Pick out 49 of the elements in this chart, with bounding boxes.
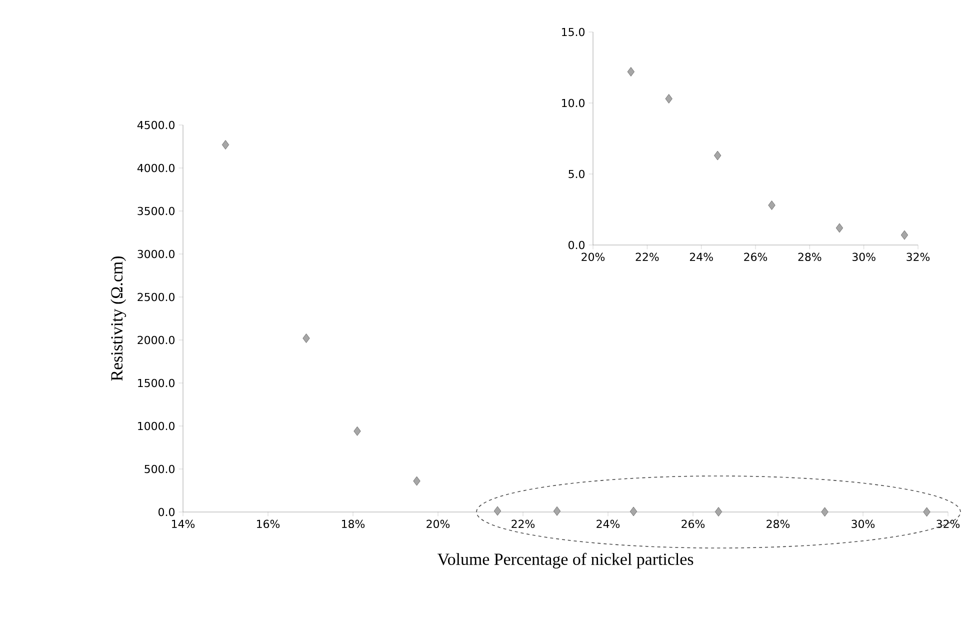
y-tick-label: 15.0	[562, 28, 584, 36]
point	[665, 94, 672, 104]
x-tick-label: 30%	[852, 520, 875, 528]
y-tick-label: 2500.0	[138, 292, 174, 302]
point	[768, 200, 776, 210]
point	[222, 140, 230, 150]
y-tick-label: 1000.0	[138, 422, 174, 430]
y-axis-title: Resistivity (Ω.cm)	[110, 256, 126, 381]
x-tick-label: 14%	[172, 520, 195, 528]
y-tick-label: 5.0	[568, 170, 584, 178]
x-tick-label: 22%	[636, 252, 659, 262]
x-tick-label: 26%	[744, 252, 768, 262]
point	[714, 507, 722, 516]
point	[836, 223, 844, 233]
x-tick-label: 20%	[426, 520, 450, 528]
point	[627, 67, 634, 76]
point	[714, 150, 722, 160]
point	[494, 506, 502, 516]
x-tick-label: 22%	[512, 520, 535, 528]
x-tick-label: 28%	[798, 252, 822, 262]
point	[302, 334, 310, 343]
x-tick-label: 32%	[906, 252, 930, 262]
x-tick-label: 24%	[596, 520, 620, 528]
x-tick-label: 18%	[342, 520, 365, 528]
y-tick-label: 4000.0	[137, 164, 174, 172]
x-axis-title: Volume Percentage of nickel particles	[437, 552, 694, 568]
point	[821, 507, 828, 517]
point	[630, 506, 638, 516]
x-tick-label: 32%	[936, 520, 960, 528]
x-tick-label: 30%	[852, 252, 876, 262]
point	[413, 476, 420, 486]
point	[553, 506, 561, 516]
point	[900, 230, 908, 240]
y-tick-label: 10.0	[562, 98, 584, 108]
y-tick-label: 0.0	[158, 508, 174, 516]
x-tick-label: 20%	[582, 252, 605, 262]
y-tick-label: 500.0	[144, 464, 174, 474]
point	[354, 426, 361, 436]
point	[923, 507, 930, 517]
x-tick-label: 26%	[682, 520, 705, 528]
y-tick-label: 0.0	[568, 240, 584, 250]
y-tick-label: 3500.0	[138, 206, 174, 216]
x-tick-label: 28%	[766, 520, 790, 528]
x-tick-label: 16%	[257, 520, 280, 528]
y-tick-label: 1500.0	[138, 378, 174, 388]
y-tick-label: 2000.0	[138, 336, 174, 344]
x-tick-label: 24%	[690, 252, 713, 262]
y-tick-label: 3000.0	[138, 250, 174, 258]
y-tick-label: 4500.0	[137, 120, 174, 130]
